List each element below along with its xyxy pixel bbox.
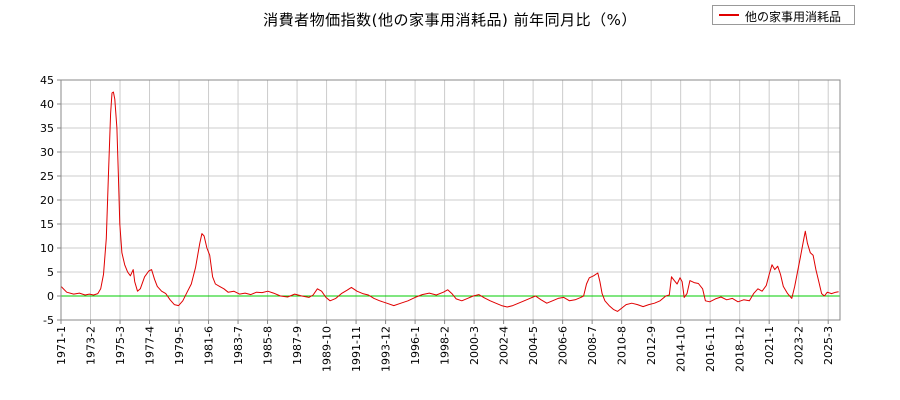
y-tick-label: 45 bbox=[40, 74, 54, 87]
x-tick-label: 1996-1 bbox=[409, 326, 422, 365]
x-tick-label: 2021-1 bbox=[763, 326, 776, 365]
x-tick-label: 1975-3 bbox=[114, 326, 127, 365]
x-tick-label: 2000-3 bbox=[468, 326, 481, 365]
y-tick-label: 10 bbox=[40, 242, 54, 255]
legend-label: 他の家事用消耗品 bbox=[745, 10, 842, 24]
x-tick-label: 2016-11 bbox=[704, 326, 717, 372]
x-tick-label: 2014-10 bbox=[675, 326, 688, 372]
y-tick-label: 5 bbox=[47, 266, 54, 279]
x-tick-label: 2025-3 bbox=[822, 326, 835, 365]
x-tick-label: 1971-1 bbox=[55, 326, 68, 365]
y-tick-label: 40 bbox=[40, 98, 54, 111]
x-tick-label: 2006-6 bbox=[557, 326, 570, 365]
x-tick-label: 1981-6 bbox=[203, 326, 216, 365]
series-group bbox=[60, 91, 839, 312]
x-tick-label: 1973-2 bbox=[85, 326, 98, 365]
plot-frame bbox=[60, 79, 841, 321]
x-tick-label: 1979-5 bbox=[173, 326, 186, 365]
x-axis-ticks: 1971-1 1973-2 1975-3 1977-4 1979-5 1981-6 1983… bbox=[55, 320, 835, 372]
y-tick-label: 30 bbox=[40, 146, 54, 159]
x-tick-label: 2018-12 bbox=[734, 326, 747, 372]
x-tick-label: 1989-10 bbox=[321, 326, 334, 372]
x-tick-label: 2008-7 bbox=[586, 326, 599, 365]
y-tick-label: 35 bbox=[40, 122, 54, 135]
x-tick-label: 2012-9 bbox=[645, 326, 658, 365]
x-tick-label: 1987-9 bbox=[291, 326, 304, 365]
x-tick-label: 1993-12 bbox=[380, 326, 393, 372]
y-tick-label: 0 bbox=[47, 290, 54, 303]
x-tick-label: 1998-2 bbox=[439, 326, 452, 365]
x-tick-label: 2002-4 bbox=[498, 326, 511, 365]
x-tick-label: 2010-8 bbox=[616, 326, 629, 365]
x-tick-label: 2004-5 bbox=[527, 326, 540, 365]
grid-lines bbox=[60, 79, 840, 321]
y-axis-ticks: -5 0 5 10 15 20 25 30 35 40 45 bbox=[40, 74, 61, 327]
x-tick-label: 1977-4 bbox=[144, 326, 157, 365]
y-tick-label: 25 bbox=[40, 170, 54, 183]
x-tick-label: 1983-7 bbox=[232, 326, 245, 365]
x-tick-label: 1985-8 bbox=[262, 326, 275, 365]
y-tick-label: 15 bbox=[40, 218, 54, 231]
y-tick-label: -5 bbox=[43, 314, 54, 327]
legend: 他の家事用消耗品 bbox=[712, 5, 855, 25]
legend-swatch bbox=[719, 14, 739, 16]
x-tick-label: 2023-2 bbox=[793, 326, 806, 365]
x-tick-label: 1991-11 bbox=[350, 326, 363, 372]
y-tick-label: 20 bbox=[40, 194, 54, 207]
series-line bbox=[60, 91, 839, 312]
chart-title: 消費者物価指数(他の家事用消耗品) 前年同月比（%） bbox=[263, 11, 637, 29]
